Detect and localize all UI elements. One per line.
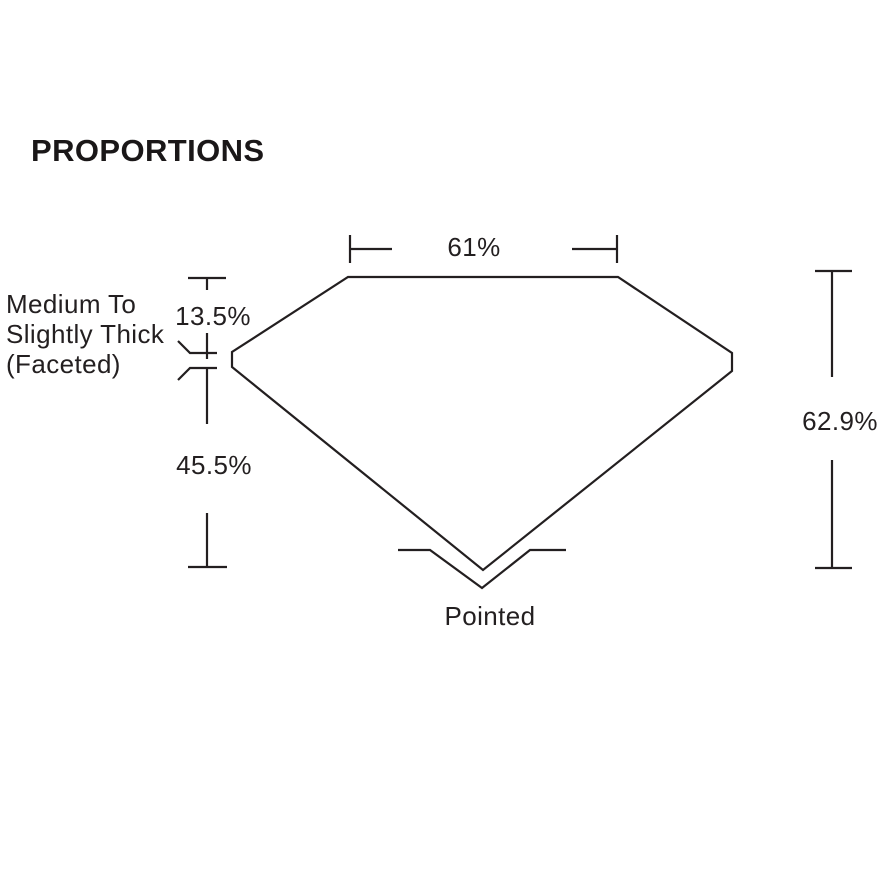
girdle-label-line-2: Slightly Thick [6,319,165,349]
table-width-label: 61% [447,232,500,262]
pavilion-depth-dimension [188,368,227,569]
diamond-profile-outline [230,275,734,572]
pavilion-depth-label: 45.5% [176,450,252,480]
crown-height-dimension [188,276,226,359]
girdle-label-line-3: (Faceted) [6,349,121,379]
total-depth-dimension [815,269,852,570]
girdle-lower-mark [177,366,217,381]
girdle-label-line-1: Medium To [6,289,136,319]
culet-type-label: Pointed [445,601,536,631]
diagram-linework [177,235,852,590]
girdle-leader-marks [177,340,217,381]
diagram-labels: 61% 13.5% Medium To Slightly Thick (Face… [6,232,878,631]
page-title: PROPORTIONS [31,133,265,168]
table-width-dimension [348,235,619,263]
girdle-upper-mark [177,340,217,355]
girdle-thickness-label: Medium To Slightly Thick (Faceted) [6,289,165,379]
culet-pointer-bracket [398,548,566,590]
total-depth-label: 62.9% [802,406,878,436]
crown-height-label: 13.5% [175,301,251,331]
